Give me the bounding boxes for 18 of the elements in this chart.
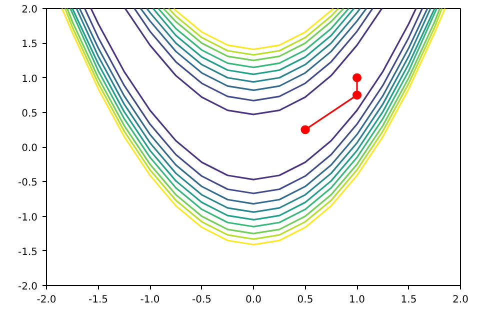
y-tick-label: -2.0 [18, 282, 38, 292]
x-tick-label: 1.5 [400, 294, 417, 306]
x-tick-label: -2.0 [36, 294, 56, 306]
x-tick-label: 1.0 [349, 294, 365, 306]
y-tick-label: 1.0 [22, 74, 38, 85]
x-tick-label: -0.5 [192, 294, 212, 306]
y-tick-label: -1.0 [18, 212, 38, 224]
x-tick-label: -1.5 [88, 294, 108, 306]
y-tick-label: 2.0 [22, 4, 38, 16]
x-tick-label: -1.0 [140, 294, 160, 306]
y-tick-label: 0.5 [22, 108, 38, 120]
x-tick-label: 0.0 [246, 294, 262, 306]
y-tick-label: -1.5 [18, 246, 38, 258]
x-tick-label: 2.0 [452, 294, 468, 306]
y-tick-label: 1.5 [22, 39, 38, 50]
x-tick-label: 0.5 [297, 294, 314, 306]
y-tick-label: 0.0 [22, 143, 38, 154]
y-tick-label: -0.5 [18, 178, 38, 189]
